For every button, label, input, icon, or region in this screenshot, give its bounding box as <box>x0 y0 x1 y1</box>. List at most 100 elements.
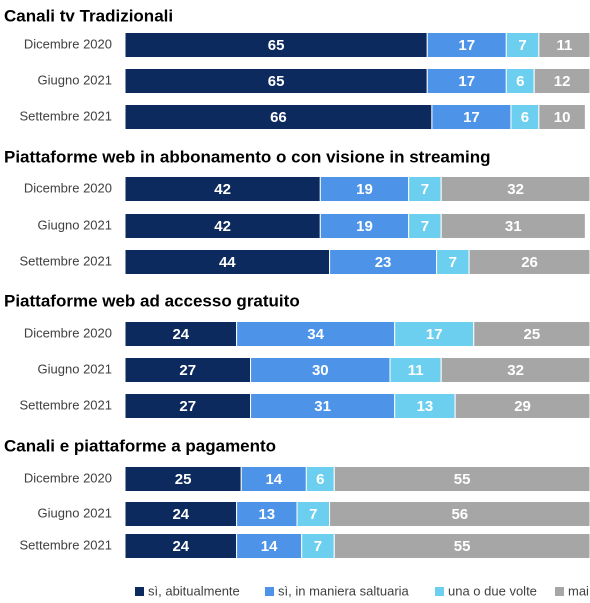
bar-segment <box>510 104 540 130</box>
bar-segment <box>319 176 410 202</box>
bar-segment <box>505 32 540 58</box>
chart-title: Canali tv Tradizionali <box>4 6 173 25</box>
value-label: 7 <box>421 181 429 198</box>
category-label: Dicembre 2020 <box>24 325 112 340</box>
value-label: 19 <box>356 218 373 235</box>
value-label: 65 <box>268 37 285 54</box>
value-label: 7 <box>314 538 322 555</box>
value-label: 34 <box>307 326 324 343</box>
bar-segment <box>333 466 590 492</box>
category-label: Dicembre 2020 <box>24 470 112 485</box>
bar-segment <box>431 104 512 130</box>
value-label: 17 <box>426 326 443 343</box>
value-label: 19 <box>356 181 373 198</box>
bar-segment <box>394 321 475 347</box>
bar-segment <box>124 249 331 275</box>
chart-title: Canali e piattaforme a pagamento <box>4 436 276 455</box>
category-label: Giugno 2021 <box>38 217 112 232</box>
bar-segment <box>329 249 438 275</box>
bar-segment <box>333 533 590 559</box>
value-label: 11 <box>408 362 424 379</box>
bar-segment <box>124 32 428 58</box>
bar-segment <box>394 393 456 419</box>
value-label: 14 <box>265 471 282 488</box>
value-label: 10 <box>554 109 571 126</box>
value-label: 11 <box>556 37 572 54</box>
value-label: 31 <box>314 398 331 415</box>
bar-segment <box>124 213 321 239</box>
bar-segment <box>468 249 590 275</box>
value-label: 23 <box>375 254 392 271</box>
value-label: 66 <box>270 109 287 126</box>
value-label: 13 <box>258 506 275 523</box>
bar-segment <box>533 68 590 94</box>
value-label: 14 <box>261 538 278 555</box>
bar-segment <box>124 68 428 94</box>
value-label: 27 <box>179 362 196 379</box>
category-label: Settembre 2021 <box>19 397 112 412</box>
category-label: Giugno 2021 <box>38 361 112 376</box>
bar-segment <box>389 357 442 383</box>
bar-segment <box>505 68 535 94</box>
bar-segment <box>301 533 335 559</box>
legend-swatch <box>135 587 144 596</box>
value-label: 17 <box>463 109 480 126</box>
category-label: Giugno 2021 <box>38 505 112 520</box>
value-label: 27 <box>179 398 196 415</box>
value-label: 7 <box>518 37 526 54</box>
legend-label: una o due volte <box>448 583 537 598</box>
category-label: Settembre 2021 <box>19 537 112 552</box>
value-label: 55 <box>454 538 471 555</box>
bar-segment <box>538 104 586 130</box>
bar-segment <box>426 32 507 58</box>
legend-swatch <box>435 587 444 596</box>
value-label: 65 <box>268 73 285 90</box>
legend-label: sì, abitualmente <box>148 583 240 598</box>
chart-title: Piattaforme web ad accesso gratuito <box>4 291 300 310</box>
bar-segment <box>250 393 396 419</box>
value-label: 24 <box>172 538 189 555</box>
bar-segment <box>124 501 238 527</box>
value-label: 6 <box>521 109 529 126</box>
value-label: 26 <box>521 254 538 271</box>
bar-segment <box>473 321 590 347</box>
value-label: 7 <box>309 506 317 523</box>
category-label: Settembre 2021 <box>19 108 112 123</box>
bar-segment <box>440 213 586 239</box>
bar-segment <box>305 466 335 492</box>
bar-segment <box>329 501 590 527</box>
value-label: 42 <box>214 181 231 198</box>
bar-segment <box>454 393 590 419</box>
bar-segment <box>319 213 410 239</box>
value-label: 24 <box>172 326 189 343</box>
value-label: 30 <box>312 362 329 379</box>
category-label: Settembre 2021 <box>19 253 112 268</box>
bar-segment <box>124 466 242 492</box>
value-label: 32 <box>507 181 524 198</box>
value-label: 7 <box>421 218 429 235</box>
value-label: 6 <box>316 471 324 488</box>
legend-swatch <box>555 587 564 596</box>
bar-segment <box>426 68 507 94</box>
value-label: 6 <box>516 73 524 90</box>
bar-segment <box>124 533 238 559</box>
value-label: 32 <box>507 362 524 379</box>
bar-segment <box>440 176 590 202</box>
bar-segment <box>250 357 391 383</box>
bar-segment <box>408 213 442 239</box>
bar-segment <box>236 501 298 527</box>
value-label: 24 <box>172 506 189 523</box>
category-label: Giugno 2021 <box>38 72 112 87</box>
bar-segment <box>440 357 590 383</box>
legend-label: sì, in maniera saltuaria <box>278 583 410 598</box>
value-label: 31 <box>505 218 522 235</box>
value-label: 25 <box>524 326 541 343</box>
value-label: 13 <box>417 398 434 415</box>
value-label: 55 <box>454 471 471 488</box>
value-label: 44 <box>219 254 236 271</box>
value-label: 42 <box>214 218 231 235</box>
value-label: 56 <box>451 506 468 523</box>
bar-segment <box>124 321 238 347</box>
value-label: 12 <box>554 73 571 90</box>
